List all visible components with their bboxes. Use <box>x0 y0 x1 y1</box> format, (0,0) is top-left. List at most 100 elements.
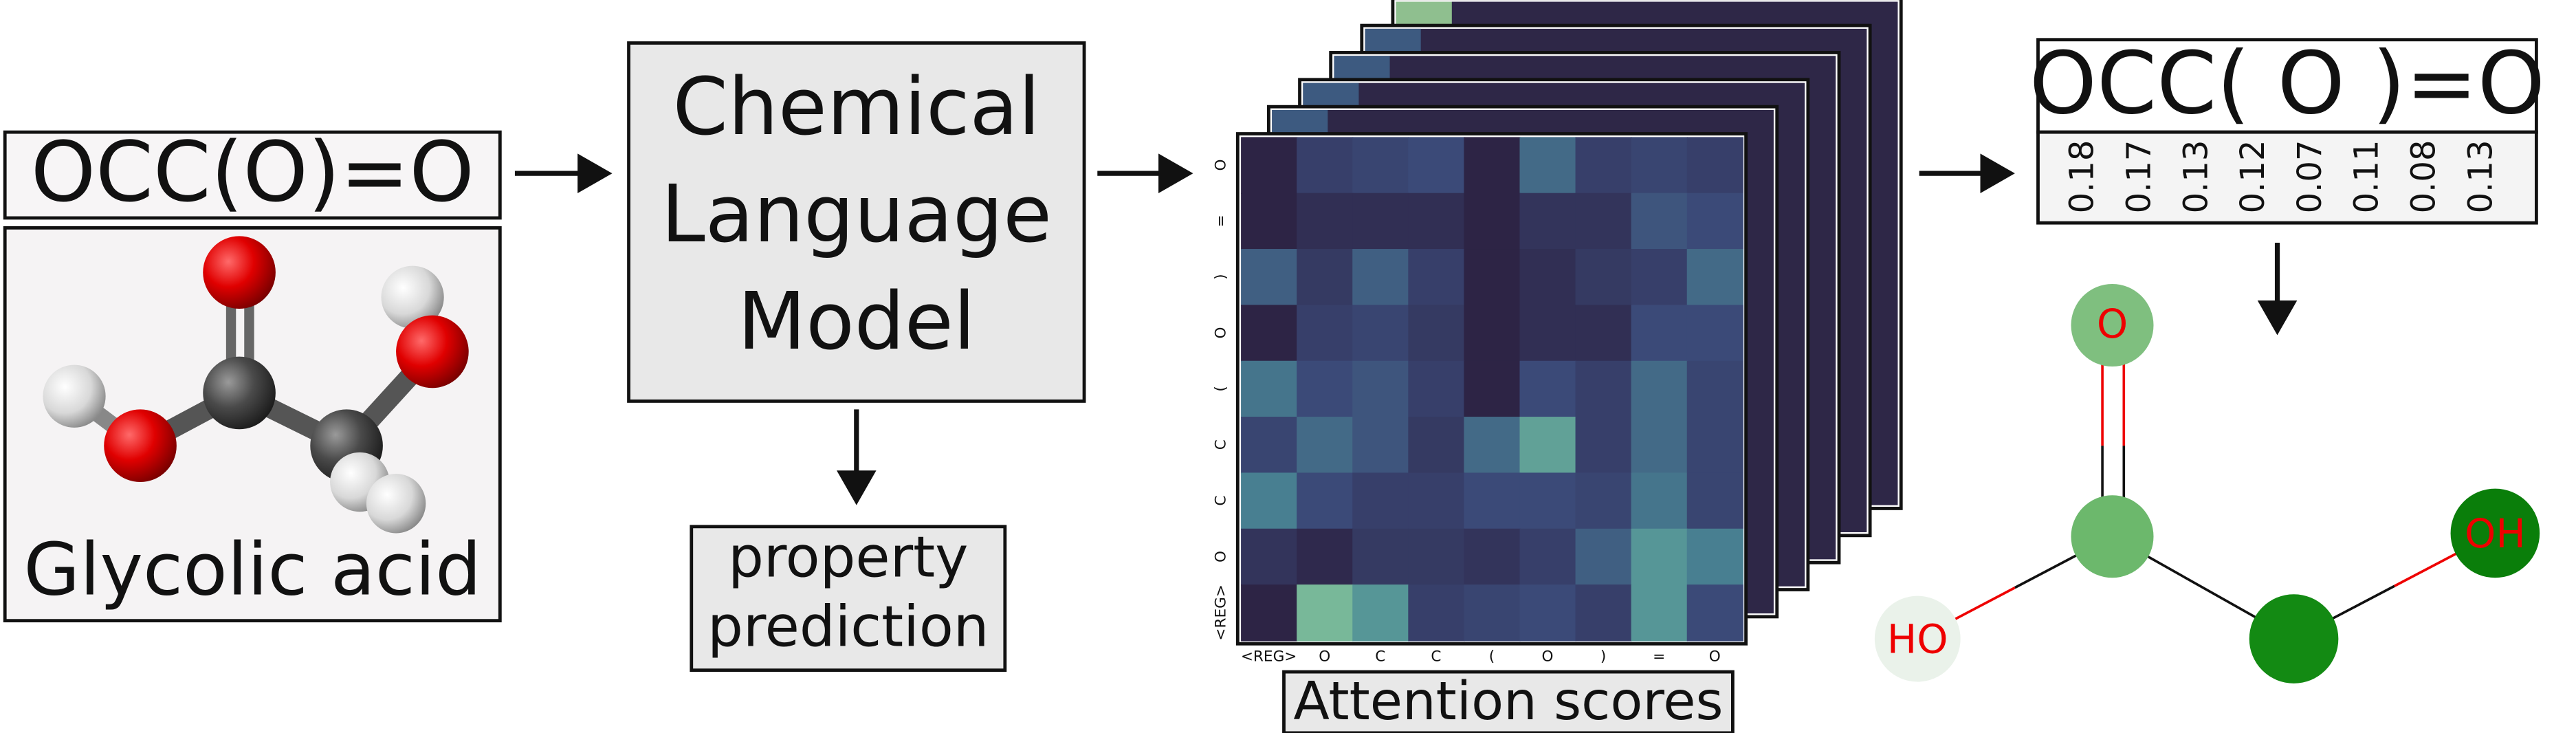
heatmap-cell <box>1631 305 1688 362</box>
x-token-label: O <box>1542 648 1554 665</box>
heatmap-cell <box>1352 528 1409 586</box>
heatmap-cell <box>1631 417 1688 474</box>
heatmap-cell <box>1408 417 1465 474</box>
heatmap-cell <box>1631 472 1688 529</box>
heatmap-cell <box>1575 305 1632 362</box>
heatmap-cell <box>1575 417 1632 474</box>
heatmap-cell <box>1575 584 1632 642</box>
heatmap-cell <box>1575 472 1632 529</box>
heatmap-cell <box>1519 137 1576 194</box>
y-token-label: O <box>1212 327 1229 339</box>
heatmap-cell <box>1297 417 1354 474</box>
heatmap-cell <box>1241 417 1298 474</box>
heatmap-cell <box>1631 249 1688 306</box>
heatmap-cell <box>1575 360 1632 418</box>
heatmap-cell <box>1241 193 1298 250</box>
atom-node <box>2071 495 2154 578</box>
task-label: prediction <box>707 595 989 660</box>
heatmap-cell <box>1686 417 1744 474</box>
atom-label: HO <box>1887 616 1948 662</box>
x-token-label: O <box>1319 648 1330 665</box>
heatmap-cell <box>1631 584 1688 642</box>
heatmap-cell <box>1241 528 1298 586</box>
heatmap-cell <box>1297 305 1354 362</box>
weights-box <box>2036 130 2538 225</box>
x-token-label: ) <box>1600 648 1606 665</box>
heatmap-cell <box>1464 137 1521 194</box>
heatmap-cell <box>1297 360 1354 418</box>
heatmap-cell <box>1241 249 1298 306</box>
heatmap-cell <box>1575 528 1632 586</box>
heatmap-cell <box>1519 584 1576 642</box>
heatmap-cell <box>1297 249 1354 306</box>
heatmap-cell <box>1408 305 1465 362</box>
atom-label: OH <box>2465 511 2526 557</box>
heatmap-cell <box>1352 417 1409 474</box>
y-token-label: = <box>1212 215 1229 227</box>
y-token-label: O <box>1212 551 1229 562</box>
x-token-label: = <box>1653 648 1665 665</box>
heatmap-cell <box>1297 528 1354 586</box>
heatmap-cell <box>1519 360 1576 418</box>
heatmap-cell <box>1631 193 1688 250</box>
heatmap-cell <box>1631 528 1688 586</box>
attention-weight: 0.12 <box>2234 140 2272 214</box>
model-label: Model <box>738 276 976 368</box>
x-token-label: <REG> <box>1241 648 1297 665</box>
heatmap-cell <box>1575 137 1632 194</box>
output-smiles: OCC( O )=O <box>2029 34 2545 133</box>
heatmap-cell <box>1464 528 1521 586</box>
heatmap-cell <box>1464 305 1521 362</box>
attention-weight: 0.13 <box>2461 140 2500 214</box>
ball-stick-molecule <box>43 236 469 534</box>
back-cell <box>1396 1 1452 25</box>
task-label: property <box>728 525 968 591</box>
model-label: Language <box>661 168 1053 261</box>
model-label: Chemical <box>673 61 1041 153</box>
heatmap-cell <box>1519 305 1576 362</box>
heatmap-cell <box>1241 305 1298 362</box>
heatmap-cell <box>1519 193 1576 250</box>
task-box <box>690 525 1007 672</box>
heatmap-cell <box>1519 249 1576 306</box>
heatmap-cell <box>1575 193 1632 250</box>
y-token-label: C <box>1212 439 1229 450</box>
attention-weight: 0.17 <box>2120 140 2158 214</box>
back-cell <box>1303 83 1359 107</box>
heatmap-cell <box>1297 472 1354 529</box>
y-token-label: ( <box>1212 386 1229 391</box>
heatmap-cell <box>1408 472 1465 529</box>
y-token-label: <REG> <box>1212 584 1229 641</box>
heatmap-cell <box>1241 360 1298 418</box>
atom-label: O <box>2097 301 2128 347</box>
x-token-label: C <box>1375 648 1385 665</box>
heatmap-cell <box>1408 137 1465 194</box>
heatmap-cell <box>1464 584 1521 642</box>
attention-weight: 0.11 <box>2348 140 2386 214</box>
x-token-label: C <box>1431 648 1441 665</box>
y-token-label: C <box>1212 496 1229 506</box>
heatmap-cell <box>1631 360 1688 418</box>
heatmap-cell <box>1241 472 1298 529</box>
output-smiles-box <box>2036 38 2538 134</box>
heatmap-cell <box>1464 249 1521 306</box>
attention-weight: 0.18 <box>2063 140 2102 214</box>
heatmap-cell <box>1352 249 1409 306</box>
heatmap-cell <box>1686 584 1744 642</box>
heatmap-cell <box>1297 193 1354 250</box>
heatmap-cell <box>1408 193 1465 250</box>
heatmap-cell <box>1464 417 1521 474</box>
heatmap-cell <box>1352 193 1409 250</box>
y-token-label: ) <box>1212 274 1229 279</box>
heatmap-cell <box>1352 305 1409 362</box>
heatmap-cell <box>1297 584 1354 642</box>
molecule-name: Glycolic acid <box>23 527 481 611</box>
back-cell <box>1272 109 1328 133</box>
heatmap-cell <box>1241 584 1298 642</box>
heatmap-cell <box>1519 528 1576 586</box>
y-token-label: O <box>1212 160 1229 171</box>
heatmap-cell <box>1686 360 1744 418</box>
heatmap-cell <box>1408 249 1465 306</box>
